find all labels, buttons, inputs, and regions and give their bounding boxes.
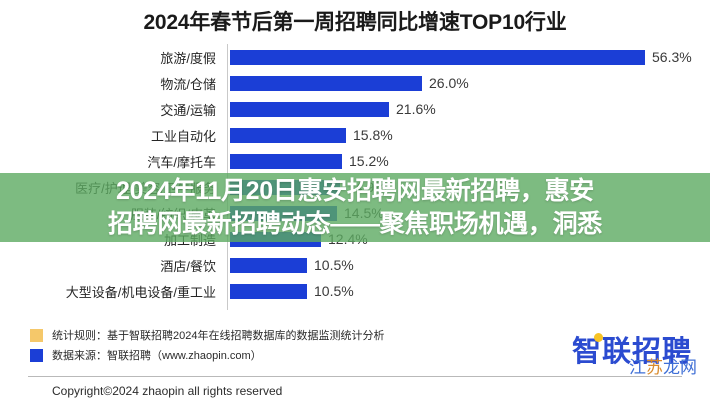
watermark-part-a: 江	[629, 358, 646, 377]
legend-item-data-source: 数据来源：智联招聘（www.zhaopin.com）	[30, 347, 262, 363]
bar-value-label: 21.6%	[396, 101, 436, 117]
legend-label-statistic-rule: 统计规则：基于智联招聘2024年在线招聘数据库的数据监测统计分析	[52, 330, 385, 342]
footer: 统计规则：基于智联招聘2024年在线招聘数据库的数据监测统计分析 数据来源：智联…	[0, 314, 710, 400]
zhaopin-brand-logo: 智联招聘	[571, 336, 692, 368]
bar-category-label: 交通/运输	[160, 102, 216, 118]
bar-category-label: 大型设备/机电设备/重工业	[65, 284, 216, 300]
bar-fill	[230, 49, 645, 65]
site-watermark: 江苏龙网	[629, 353, 697, 378]
bar-fill	[230, 75, 422, 91]
bar-track: 26.0%	[230, 70, 469, 96]
footer-divider	[28, 376, 682, 377]
bar-fill	[230, 153, 342, 169]
bar-row: 酒店/餐饮 10.5%	[0, 252, 710, 278]
bar-track: 15.8%	[230, 122, 393, 148]
bar-category-label: 旅游/度假	[160, 50, 216, 66]
headline-line-2: 招聘网最新招聘动态——聚焦职场机遇，洞悉	[107, 209, 602, 238]
bar-fill	[230, 283, 307, 299]
bar-value-label: 26.0%	[429, 75, 469, 91]
legend-swatch-icon-source	[30, 348, 43, 362]
bar-row: 大型设备/机电设备/重工业 10.5%	[0, 278, 710, 304]
bar-category-label: 酒店/餐饮	[160, 258, 216, 274]
chart-title: 2024年春节后第一周招聘同比增速TOP10行业	[143, 11, 567, 34]
bar-category-label: 汽车/摩托车	[147, 154, 216, 170]
bar-value-label: 15.8%	[353, 127, 393, 143]
legend-swatch-icon-rule	[30, 328, 43, 342]
bar-track: 10.5%	[230, 252, 354, 278]
headline-line-1: 2024年11月20日惠安招聘网最新招聘，惠安	[116, 176, 594, 205]
bar-row: 物流/仓储 26.0%	[0, 70, 710, 96]
bar-track: 15.2%	[230, 148, 389, 174]
bar-fill	[230, 127, 346, 143]
bar-fill	[230, 257, 307, 273]
watermark-part-b: 苏	[646, 358, 663, 377]
bar-track: 56.3%	[230, 44, 692, 70]
bar-track: 21.6%	[230, 96, 436, 122]
bar-track: 10.5%	[230, 278, 354, 304]
bar-row: 汽车/摩托车 15.2%	[0, 148, 710, 174]
bar-value-label: 10.5%	[314, 283, 354, 299]
legend-label-data-source: 数据来源：智联招聘（www.zhaopin.com）	[52, 350, 262, 362]
bar-category-label: 物流/仓储	[160, 76, 216, 92]
watermark-part-c: 龙网	[663, 358, 697, 377]
copyright-text: Copyright©2024 zhaopin all rights reserv…	[52, 384, 283, 398]
bar-row: 工业自动化 15.8%	[0, 122, 710, 148]
bar-value-label: 56.3%	[652, 49, 692, 65]
bar-row: 交通/运输 21.6%	[0, 96, 710, 122]
bar-value-label: 15.2%	[349, 153, 389, 169]
bar-value-label: 10.5%	[314, 257, 354, 273]
bar-fill	[230, 101, 389, 117]
bar-category-label: 工业自动化	[150, 128, 216, 144]
bar-row: 旅游/度假 56.3%	[0, 44, 710, 70]
headline-overlay-banner: 2024年11月20日惠安招聘网最新招聘，惠安 招聘网最新招聘动态——聚焦职场机…	[0, 173, 710, 242]
logo-dot-icon	[594, 333, 603, 342]
legend-item-statistic-rule: 统计规则：基于智联招聘2024年在线招聘数据库的数据监测统计分析	[30, 327, 384, 343]
